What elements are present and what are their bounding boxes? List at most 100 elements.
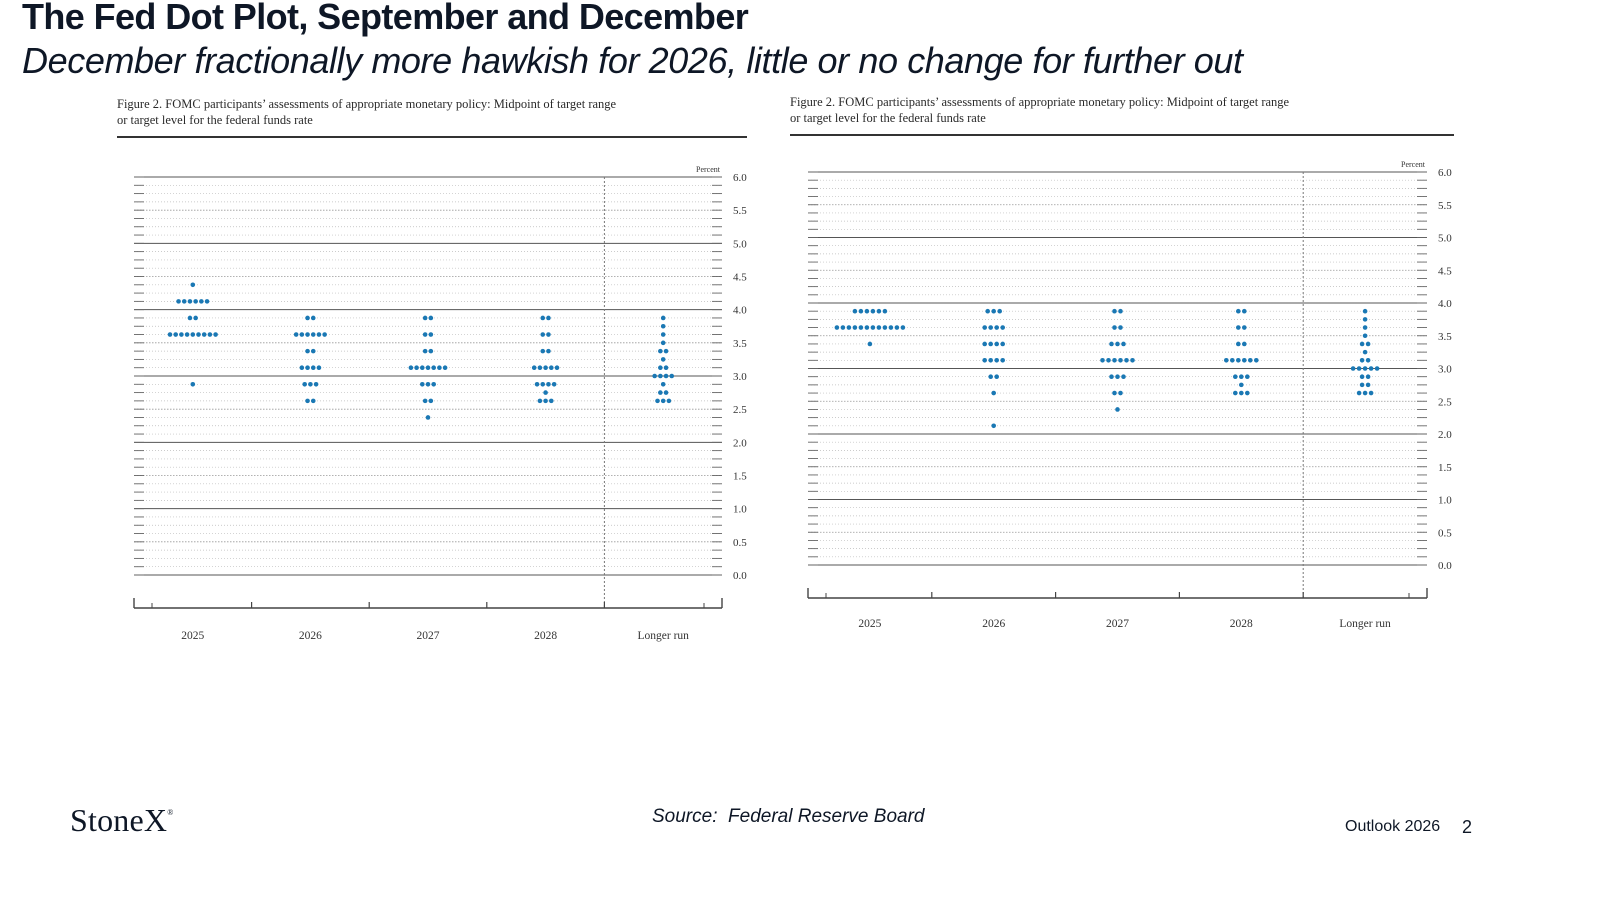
participant-dot <box>1350 366 1356 371</box>
participant-dot <box>1109 341 1114 347</box>
dot-plot-december: Figure 2. FOMC participants’ assessments… <box>785 90 1475 650</box>
participant-dot <box>1112 308 1117 314</box>
participant-dot <box>422 398 428 404</box>
participant-dot <box>1359 358 1365 363</box>
participant-dot <box>187 315 193 321</box>
participant-dot <box>176 299 181 304</box>
participant-dot <box>1362 333 1368 339</box>
y-tick-label: 2.5 <box>1438 396 1452 408</box>
participant-dot <box>660 332 666 337</box>
y-tick-label: 4.5 <box>733 272 747 284</box>
participant-dot <box>425 365 431 371</box>
participant-dot <box>1365 341 1371 347</box>
figure-caption-line: or target level for the federal funds ra… <box>790 111 986 125</box>
participant-dot <box>305 398 310 404</box>
participant-dot <box>982 325 987 330</box>
y-tick-label: 4.0 <box>733 305 747 317</box>
participant-dot <box>190 332 196 337</box>
x-category-label: Longer run <box>637 630 689 642</box>
participant-dot <box>173 332 178 337</box>
y-tick-label: 1.0 <box>1438 495 1452 507</box>
participant-dot <box>422 332 428 337</box>
x-category-label: 2025 <box>858 618 881 630</box>
participant-dot <box>310 365 316 371</box>
y-tick-label: 4.5 <box>1438 265 1452 277</box>
participant-dot <box>305 332 310 337</box>
participant-dot <box>316 332 322 337</box>
participant-dot <box>900 325 906 330</box>
participant-dot <box>310 398 316 404</box>
x-category-label: Longer run <box>1339 618 1391 630</box>
participant-dot <box>167 332 173 337</box>
participant-dot <box>549 365 554 371</box>
y-tick-label: 0.0 <box>733 570 747 582</box>
participant-dot <box>322 332 327 337</box>
y-tick-label: 6.0 <box>1438 167 1452 179</box>
participant-dot <box>1124 358 1129 363</box>
participant-dot <box>546 381 551 387</box>
participant-dot <box>316 365 322 371</box>
participant-dot <box>442 365 448 371</box>
y-tick-label: 3.0 <box>1438 364 1452 376</box>
stonex-logo: StoneX® <box>70 802 173 839</box>
participant-dot <box>982 341 987 347</box>
participant-dot <box>1359 341 1365 347</box>
participant-dot <box>299 365 305 371</box>
participant-dot <box>991 390 996 396</box>
y-tick-label: 5.0 <box>733 238 747 250</box>
participant-dot <box>858 308 864 314</box>
participant-dot <box>1242 341 1247 347</box>
participant-dot <box>1109 374 1114 379</box>
participant-dot <box>666 398 672 404</box>
participant-dot <box>1356 390 1362 396</box>
participant-dot <box>894 325 900 330</box>
participant-dot <box>994 358 999 363</box>
participant-dot <box>1115 341 1120 347</box>
participant-dot <box>422 348 428 354</box>
x-category-label: 2025 <box>181 630 204 642</box>
participant-dot <box>660 340 666 346</box>
y-tick-label: 3.5 <box>1438 331 1452 343</box>
y-tick-label: 1.5 <box>1438 462 1452 474</box>
dot-plot-september: Figure 2. FOMC participants’ assessments… <box>110 92 760 652</box>
participant-dot <box>1245 390 1250 396</box>
participant-dot <box>663 390 669 395</box>
participant-dot <box>658 390 663 395</box>
participant-dot <box>994 325 999 330</box>
participant-dot <box>531 365 537 371</box>
participant-dot <box>1118 308 1123 314</box>
participant-dot <box>852 308 858 314</box>
participant-dot <box>1130 358 1135 363</box>
participant-dot <box>1356 366 1362 371</box>
participant-dot <box>652 373 657 379</box>
participant-dot <box>540 381 546 387</box>
participant-dot <box>1359 374 1365 379</box>
participant-dot <box>305 315 310 321</box>
participant-dot <box>428 348 434 354</box>
participant-dot <box>1239 390 1244 396</box>
participant-dot <box>1236 308 1241 314</box>
participant-dot <box>870 308 876 314</box>
participant-dot <box>1365 358 1371 363</box>
logo-mark: ® <box>167 808 174 817</box>
participant-dot <box>293 332 299 337</box>
participant-dot <box>663 373 669 379</box>
participant-dot <box>834 325 840 330</box>
participant-dot <box>864 325 870 330</box>
participant-dot <box>882 308 888 314</box>
participant-dot <box>1236 358 1241 363</box>
participant-dot <box>870 325 876 330</box>
y-tick-label: 5.5 <box>733 205 747 217</box>
participant-dot <box>655 398 660 404</box>
participant-dot <box>431 381 437 387</box>
participant-dot <box>1362 325 1368 330</box>
participant-dot <box>1245 374 1250 379</box>
participant-dot <box>1118 358 1123 363</box>
participant-dot <box>669 373 675 379</box>
participant-dot <box>431 365 437 371</box>
participant-dot <box>1000 358 1005 363</box>
x-category-label: 2028 <box>534 630 557 642</box>
participant-dot <box>991 423 996 429</box>
participant-dot <box>193 315 198 321</box>
participant-dot <box>1374 366 1380 371</box>
